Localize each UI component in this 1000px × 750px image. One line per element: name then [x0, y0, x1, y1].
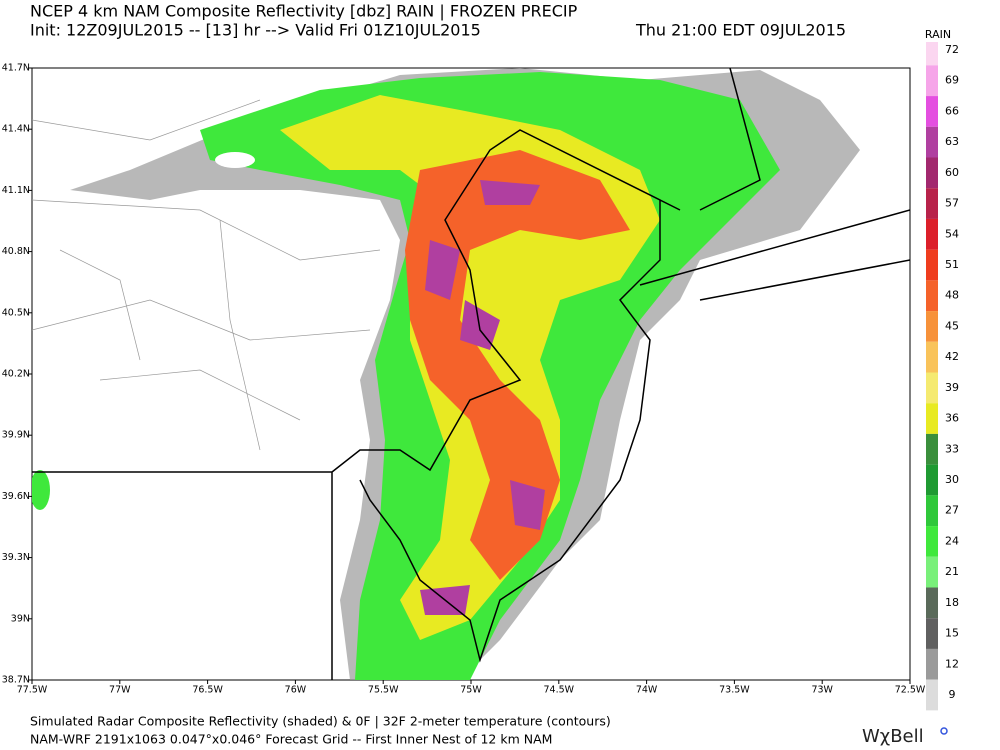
- lat-label: 40.2N: [2, 369, 30, 380]
- colorbar-swatch: [926, 372, 938, 404]
- lon-label: 75W: [460, 685, 482, 696]
- colorbar-title: RAIN: [925, 28, 951, 41]
- colorbar-swatch: [926, 648, 938, 680]
- lat-labels: 41.7N 41.4N 41.1N 40.8N 40.5N 40.2N 39.9N 39.6N…: [2, 63, 32, 686]
- lon-label: 77W: [109, 685, 131, 696]
- lat-label: 39.6N: [2, 491, 30, 502]
- colorbar-swatch: [926, 495, 938, 527]
- colorbar-swatch: [926, 126, 938, 158]
- map: 77.5W 77W 76.5W 76W 75.5W 75W 74.5W 74W 73.5W 73W…: [2, 63, 926, 696]
- colorbar-label: 27: [945, 504, 959, 517]
- lon-label: 73W: [811, 685, 833, 696]
- colorbar-swatch: [926, 280, 938, 312]
- lon-label: 73.5W: [719, 685, 750, 696]
- header-init: Init: 12Z09JUL2015 -- [13] hr --> Valid …: [30, 21, 481, 40]
- colorbar-swatch: [926, 218, 938, 250]
- colorbar-label: 63: [945, 135, 959, 148]
- colorbar-label: 66: [945, 104, 959, 117]
- colorbar-label: 12: [945, 657, 959, 670]
- colorbar-swatch: [926, 42, 938, 66]
- colorbar-label: 9: [949, 688, 956, 701]
- lat-label: 39N: [11, 613, 30, 624]
- colorbar-swatch: [926, 587, 938, 619]
- lon-label: 74W: [636, 685, 658, 696]
- colorbar-label: 18: [945, 596, 959, 609]
- purple-core: [420, 180, 545, 615]
- gap: [215, 152, 255, 168]
- colorbar-swatch: [926, 526, 938, 557]
- colorbar-label: 48: [945, 289, 959, 302]
- lat-label: 40.5N: [2, 307, 30, 318]
- header-title: NCEP 4 km NAM Composite Reflectivity [db…: [30, 2, 578, 21]
- colorbar-label: 39: [945, 381, 959, 394]
- colorbar-label: 69: [945, 74, 959, 87]
- colorbar-label: 51: [945, 258, 959, 271]
- colorbar-label: 24: [945, 534, 959, 547]
- lon-label: 76W: [285, 685, 307, 696]
- lon-label: 76.5W: [192, 685, 223, 696]
- colorbar-swatch: [926, 464, 938, 496]
- orange-echo: [405, 150, 630, 580]
- lon-label: 77.5W: [17, 685, 48, 696]
- lat-label: 41.4N: [2, 124, 30, 135]
- lat-label: 38.7N: [2, 675, 30, 686]
- colorbar-swatch: [926, 96, 938, 127]
- lat-label: 41.7N: [2, 63, 30, 74]
- lon-label: 75.5W: [368, 685, 399, 696]
- colorbar-swatch: [926, 311, 938, 342]
- lon-labels: 77.5W 77W 76.5W 76W 75.5W 75W 74.5W 74W 73.5W 73W…: [17, 680, 926, 696]
- state-lines: [32, 68, 910, 680]
- colorbar-swatch: [926, 157, 938, 189]
- colorbar-swatch: [926, 188, 938, 219]
- lon-label: 72.5W: [895, 685, 926, 696]
- lat-label: 39.9N: [2, 430, 30, 441]
- colorbar-swatch: [926, 679, 938, 711]
- colorbar-swatch: [926, 403, 938, 434]
- colorbar-swatch: [926, 65, 938, 97]
- county-lines: [32, 99, 381, 451]
- lat-label: 40.8N: [2, 246, 30, 257]
- footer-line1: Simulated Radar Composite Reflectivity (…: [30, 714, 611, 729]
- logo-dot: [940, 727, 948, 735]
- header-valid: Thu 21:00 EDT 09JUL2015: [635, 21, 846, 40]
- lat-label: 41.1N: [2, 185, 30, 196]
- colorbar-swatch: [926, 556, 938, 588]
- colorbar-label: 72: [945, 43, 959, 56]
- footer-line2: NAM-WRF 2191x1063 0.047°x0.046° Forecast…: [30, 732, 552, 747]
- colorbar-swatch: [926, 433, 938, 465]
- colorbar-label: 36: [945, 412, 959, 425]
- colorbar: 72 69 66 63 60 57 54 51 48 45 42 39 36 33 30 27 24 21 18 15…: [926, 42, 959, 711]
- colorbar-swatch: [926, 618, 938, 649]
- colorbar-label: 15: [945, 627, 959, 640]
- colorbar-label: 45: [945, 319, 959, 332]
- colorbar-label: 60: [945, 166, 959, 179]
- colorbar-swatch: [926, 249, 938, 281]
- colorbar-swatch: [926, 341, 938, 373]
- colorbar-label: 57: [945, 197, 959, 210]
- green-echo: [32, 470, 50, 510]
- logo: WχBell: [862, 726, 924, 747]
- radar-field: [32, 68, 910, 680]
- colorbar-label: 42: [945, 350, 959, 363]
- colorbar-label: 21: [945, 565, 959, 578]
- colorbar-label: 33: [945, 442, 959, 455]
- colorbar-label: 30: [945, 473, 959, 486]
- colorbar-label: 54: [945, 227, 959, 240]
- lat-label: 39.3N: [2, 552, 30, 563]
- lon-label: 74.5W: [544, 685, 575, 696]
